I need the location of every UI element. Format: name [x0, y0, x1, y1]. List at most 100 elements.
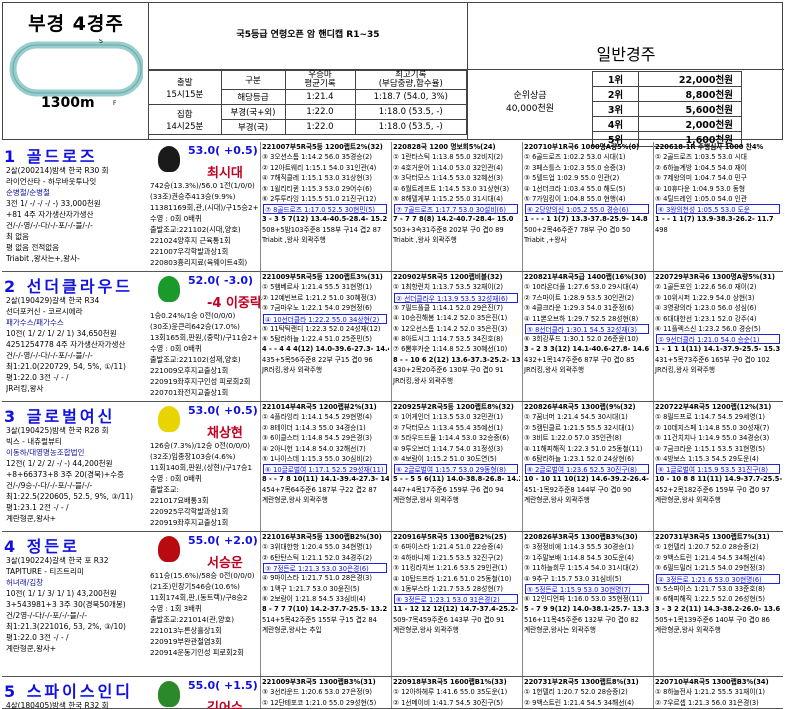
past-race-row: ④ 9추구 1:15.7 53.0 31심비(5)	[524, 574, 622, 583]
past-race-note: 516+11목45주준6 132부 구0 겹0 82	[524, 615, 639, 624]
horse-entry: 1 골드로즈 2살(200214)밤색 한국 R30 회 라이언산타 - 하우바웃투…	[2, 142, 783, 272]
past-race-highlight: ⑥ 2글로벌여 1:23.6 52.5 30진구(8)	[525, 464, 649, 475]
gather-cell: 집합 14시25분	[149, 104, 222, 135]
past-race-row: ④ 10승진해봄 1:14.2 52.0 35은진(1)	[393, 314, 508, 323]
horse-detail-line: 건/2영-/-다/-/-포/-/-블/-/-	[6, 611, 88, 620]
past-race-highlight: ② 선더클라우 1:13.9 53.5 32성재(6)	[394, 292, 518, 303]
horse-name: 1 골드로즈	[4, 147, 98, 166]
jockey-detail-line: 수영 : 0회 0배퀴	[150, 344, 202, 353]
past-race-row: ⑤ 4틸드레인 1:05.0 54.0 인관	[655, 194, 747, 203]
horse-entry: 2 선더클라우드 2살(190429)갈색 한국 R34 선더포커신 - 코르시에라…	[2, 272, 783, 402]
past-race: 221007부5R국5등 1200랩트2%(32) ③ 3오션스톰 1:14.2 …	[260, 142, 389, 271]
horse-details: 4살(180405)밤색 한국 R32 회	[6, 700, 152, 709]
past-race-header: 220828국 1200 명보회5%(24)	[393, 143, 496, 151]
past-race-row: ⑤ 4방보스 1:15.3 54.5 29도운(4)	[655, 454, 759, 463]
prize-amount: 1,600천원	[638, 131, 742, 147]
past-race-row: ⑤ 6대대한선 1:23.1 52.0 강주(4)	[655, 314, 757, 323]
horse-detail-line: 3살(190224)갈색 한국 포 R32	[6, 556, 109, 565]
past-race-row: ④ 6월트레프트 1:14.5 53.0 31상현(3)	[393, 184, 510, 193]
past-race-row: ④ 2아니헌 1:14.8 54.0 32해선(7)	[262, 444, 366, 453]
jockey-detail-line: 220919좌후지구인성 피로회2회	[150, 377, 251, 386]
past-race-note: 계란형쿤,왕사 외곽주행	[393, 496, 459, 505]
past-race-note: 514+5목42주준5 155부 구15 겹2 84	[262, 615, 377, 624]
carried-weight: 53.0( +0.5)	[188, 144, 258, 157]
past-race-sectionals: 10 - 10 11 10(12) 14.6-39.2-26.4- 13.9	[524, 475, 651, 484]
past-race-row: ① 1헌델리 1:20.7 52.0 28승증(2)	[655, 543, 759, 552]
past-race-row: ④ 11해피해직 1:22.3 51.0 25동철(11)	[524, 444, 643, 453]
past-race: 221009부3R국5 1300랩B3%(31) ③ 3선라운드 1:20.6 5…	[260, 677, 389, 708]
past-race-row: ② 8테이더 1:14.3 55.0 34경승(1)	[262, 423, 366, 432]
past-race-header: 220618-1R 주행심사 1000 찬4%	[655, 143, 764, 151]
past-race-row: ② 12아트웨리 1:15.1 54.0 31인관(4)	[262, 163, 377, 172]
past-race-note: 508+5밤103주준8 158부 구14 겹2 87	[262, 225, 382, 234]
past-race-header: 220918부3R국5 1600랩B1%(33)	[393, 678, 507, 686]
gather-label: 집합	[176, 109, 193, 120]
race-distance: 1300m	[41, 95, 95, 111]
past-race-highlight: ⑦ 8골드로즈 1:17.0 52.5 30현민(5)	[263, 204, 387, 215]
prize-section: 일반경주 순위상금 40,000천원 1위 22,000천원 2위 8,800천원 3…	[467, 3, 784, 147]
past-race: 220918부3R국5 1600랩B1%(33) ① 12아하헤루 1:41.6 …	[391, 677, 520, 708]
horse-entry: 5 스파이스인디 4살(180405)밤색 한국 R32 회 55.0( +1.5)…	[2, 677, 783, 709]
jockey-detail-line: 220919부완관절염3회	[150, 637, 222, 646]
jockey-detail-line: 742승(13.3%)/56.0 1전(1/0/0)	[150, 181, 255, 190]
horse-detail-line: 선더포커신 - 코르시에라	[6, 307, 83, 316]
past-race-row: ③ 11하늘희무 1:15.4 54.0 31시대(2)	[524, 564, 639, 573]
past-race-sectionals: 5 - - 5 5 6(11) 14.0-38.8-26.8- 14.2	[393, 475, 520, 484]
record-cell: 부경(국+외)	[220, 104, 286, 120]
past-race-row: ② 4하바니제 1:21.5 53.5 32진구(2)	[393, 553, 503, 562]
past-race: 220722부4R국5 1200랩(12%(31) ① 8필드프로 1:14.7 …	[653, 402, 782, 531]
horse-detail-line: 최1:22.5(220605, 52.5, 9%, ③/11)	[6, 492, 134, 501]
carried-weight: 55.0( +2.0)	[188, 534, 258, 547]
past-race-highlight: ③ 7정든로 1:21.3 53.0 30은경(6)	[263, 563, 387, 574]
past-race-note: 계란형쿤,왕사 외곽주행	[655, 626, 721, 635]
jockey-detail-line: 11회174회,판,(동트랙)/구8승2	[150, 593, 248, 602]
start-label: 출발	[176, 77, 193, 88]
past-race-row: ① 3정정비에 1:14.3 55.5 30경승(1)	[524, 543, 634, 552]
past-race-note: 432+1목147주준6 87부 구0 겹0 85	[524, 355, 635, 364]
past-race-sectionals: 1 - - 1 1(7) 13.9-38.3-26.2- 11.7	[655, 215, 774, 224]
prize-rank: 2위	[592, 86, 639, 102]
past-race-row: ① 6골드로즈 1:02.2 53.0 시대(1)	[524, 153, 626, 162]
past-race: 220731부2R국5 1300랩트8%(31) ① 1헌델리 1:20.7 52…	[522, 677, 651, 708]
past-race: 220902부5R국5 1200랩비블(32) ① 1최항런치 1:13.7 53…	[391, 272, 520, 401]
past-race-row: ② 12예빈브르 1:21.2 51.0 30혜정(3)	[262, 293, 377, 302]
horse-details: 2살(190429)갈색 한국 R34 선더포커신 - 코르시에라 패가수스/패가수…	[6, 295, 152, 394]
past-race-row: ⑥ 6해피해직 1:22.5 52.0 26성현(5)	[655, 594, 765, 603]
race-grade: 국5등급 연령오픈 암 핸디캡 R1~35	[149, 3, 467, 70]
past-race-row: ① 5햄베르사 1:21.4 55.5 31현명(1)	[262, 283, 372, 292]
past-race-row: ⑦ 6뽐후카순 1:14.8 52.5 30혜선(10)	[393, 345, 508, 354]
prize-amount: 2,000천원	[638, 116, 742, 132]
past-race-note: Triabit ,+왕사	[524, 236, 567, 245]
jockey-detail-line: 출발조교:	[150, 485, 179, 494]
past-race-row: ④ 9마이스타 1:21.7 51.0 28은경(3)	[262, 574, 372, 583]
past-race-row: ④ 10휴다운 1:04.9 53.0 동형	[655, 184, 746, 193]
horse-detail-line: 3살(190425)밤색 한국 R28 회	[6, 426, 109, 435]
past-race-row: ① 4플라잉리 1:14.1 54.5 29현명(4)	[262, 413, 372, 422]
past-race-header: 220731부2R국5 1300랩트8%(31)	[524, 678, 639, 686]
past-race-row: ② 7닥터모스 1:13.4 55.4 35예선(1)	[393, 423, 503, 432]
jockey-details: 611승(15.6%)/58승 0전(0/0/0) (21조)민장기546승(10…	[150, 570, 260, 658]
prize-rank: 5위	[592, 131, 639, 147]
prize-rank: 4위	[592, 116, 639, 132]
horse-details: 3살(190224)갈색 한국 포 R32 TAPITURE - 티즈트리미 허녀래…	[6, 555, 152, 654]
past-race-row: ⑥ 5탐라하늘 1:22.4 51.0 25준민(5)	[262, 334, 372, 343]
past-race-row: ② 9백스트린 1:21.4 54.5 34해선(4)	[655, 553, 765, 562]
past-race-row: ③ 5라우드드물 1:14.4 53.0 32승증(6)	[393, 434, 510, 443]
past-race-sectionals: 3 - 3 2 2(11) 14.3-38.2-26.0- 13.6	[655, 605, 781, 614]
past-race-highlight: ⑥ 10글로벌여 1:17.1 52.5 29성재(11)	[263, 464, 387, 475]
jockey-detail-line: 11381169회,관,(시대)/구15승2+	[150, 203, 259, 212]
horse-detail-line: Triabit ,왕사는+,왕사-	[6, 254, 80, 263]
race-title: 부경 4경주	[28, 13, 124, 35]
past-race: 220916부5R국5 1300랩B2%(25) ① 6마이스타 1:21.4 5…	[391, 532, 520, 676]
jockey-details: 1승0.24%/1승 0전(0/0/0) (30조)윤큰리642승(17.0%) 1…	[150, 310, 260, 398]
past-race-row: ③ 6이클스터 1:14.8 54.5 29은경(3)	[262, 434, 372, 443]
past-race-row: ⑤ 1나이스데 1:15.3 55.0 30심비(2)	[262, 454, 372, 463]
past-race-note: 454+7목64주준6 187부 구22 겹2 87	[262, 485, 377, 494]
past-race-note: Triabit ,왕사 외곽주행	[393, 236, 457, 245]
horse-detail-line: 빅스 - 내츄럴뷰티	[6, 437, 62, 446]
horse-detail-line: 허녀래/김창	[6, 578, 44, 587]
start-cell: 출발 15시15분	[149, 70, 222, 105]
past-race-sectionals: 1 - 1 1 1(11) 14.1-37.9-25.5- 15.3	[655, 345, 781, 354]
past-race-note	[654, 235, 782, 245]
past-race-highlight: ⑥ 1글로벌여 1:15.9 53.5 31진구(8)	[656, 464, 780, 475]
